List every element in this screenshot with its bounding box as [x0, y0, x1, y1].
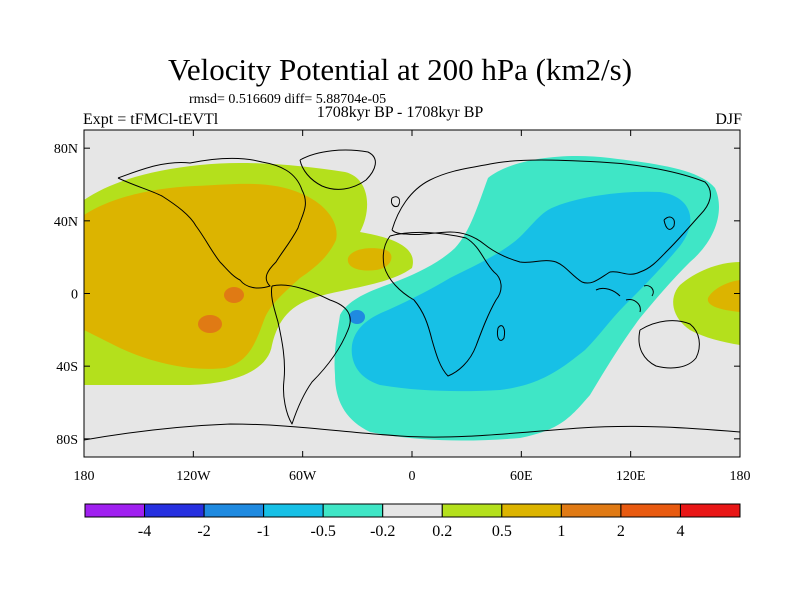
contour-region-max-2 — [198, 315, 222, 333]
colorbar-swatch — [84, 503, 146, 518]
x-tick-label: 180 — [730, 469, 751, 484]
colorbar-label: 0.5 — [492, 523, 512, 540]
contour-region-neg-core — [351, 191, 691, 392]
coastline-madagascar — [497, 325, 505, 341]
period-label: 1708kyr BP - 1708kyr BP — [316, 104, 484, 121]
colorbar-swatch — [322, 503, 384, 518]
season-label: DJF — [715, 111, 742, 128]
map-layer — [84, 130, 740, 457]
y-tick-label: 80S — [56, 433, 78, 448]
coastline-maritime-continent — [595, 285, 654, 313]
coastline-layer — [84, 149, 740, 441]
x-tick-label: 60W — [289, 469, 317, 484]
stats-label: rmsd= 0.516609 diff= 5.88704e-05 — [189, 92, 387, 107]
y-tick-label: 40S — [56, 360, 78, 375]
y-tick-label: 80N — [54, 142, 78, 157]
colorbar-label: 1 — [557, 523, 565, 540]
y-axis: 80N 40N 0 40S 80S — [54, 142, 740, 448]
colorbar-swatch — [620, 503, 681, 518]
coastline-british-isles — [391, 196, 401, 207]
y-tick-label: 0 — [71, 288, 78, 303]
x-tick-label: 180 — [74, 469, 95, 484]
colorbar-label: 0.2 — [432, 523, 452, 540]
contour-region-min — [349, 310, 365, 324]
colorbar-swatch — [203, 503, 265, 518]
y-tick-label: 40N — [54, 215, 78, 230]
colorbar-label: -4 — [138, 523, 151, 540]
colorbar-label: -1 — [257, 523, 270, 540]
coastline-africa — [382, 231, 502, 377]
x-tick-label: 120W — [176, 469, 211, 484]
colorbar-swatch — [144, 503, 205, 518]
colorbar-swatch — [382, 503, 443, 518]
colorbar-swatch — [263, 503, 324, 518]
x-axis: 180 120W 60W 0 60E 120E 180 — [74, 130, 751, 484]
coastline-eurasia — [391, 159, 711, 284]
contour-region-max-1 — [224, 287, 244, 303]
colorbar-swatch — [679, 503, 741, 518]
x-tick-label: 0 — [409, 469, 416, 484]
experiment-label: Expt = tFMCl-tEVTl — [83, 111, 219, 128]
colorbar-label: -0.5 — [311, 523, 336, 540]
colorbar-label: -0.2 — [370, 523, 395, 540]
x-tick-label: 120E — [616, 469, 646, 484]
coastline-antarctica — [84, 423, 740, 441]
coastline-greenland — [299, 149, 376, 190]
colorbar-swatch — [441, 503, 503, 518]
x-tick-label: 60E — [510, 469, 533, 484]
contour-region-pos-patch — [347, 248, 392, 271]
coastline-japan — [663, 216, 675, 230]
colorbar-swatch — [560, 503, 622, 518]
colorbar-swatch — [501, 503, 562, 518]
colorbar-label: 2 — [617, 523, 625, 540]
contour-region-pos-core — [84, 183, 337, 369]
colorbar-label: -2 — [197, 523, 210, 540]
coastline-south-america — [271, 284, 351, 425]
chart-title: Velocity Potential at 200 hPa (km2/s) — [167, 52, 633, 87]
colorbar-label: 4 — [676, 523, 684, 540]
colorbar: -4 -2 -1 -0.5 -0.2 0.2 0.5 1 2 4 — [84, 503, 741, 540]
coastline-australia — [638, 320, 700, 369]
coastline-north-america — [117, 157, 306, 289]
contour-region-wpac-core — [707, 280, 740, 312]
field-layer — [84, 156, 740, 441]
